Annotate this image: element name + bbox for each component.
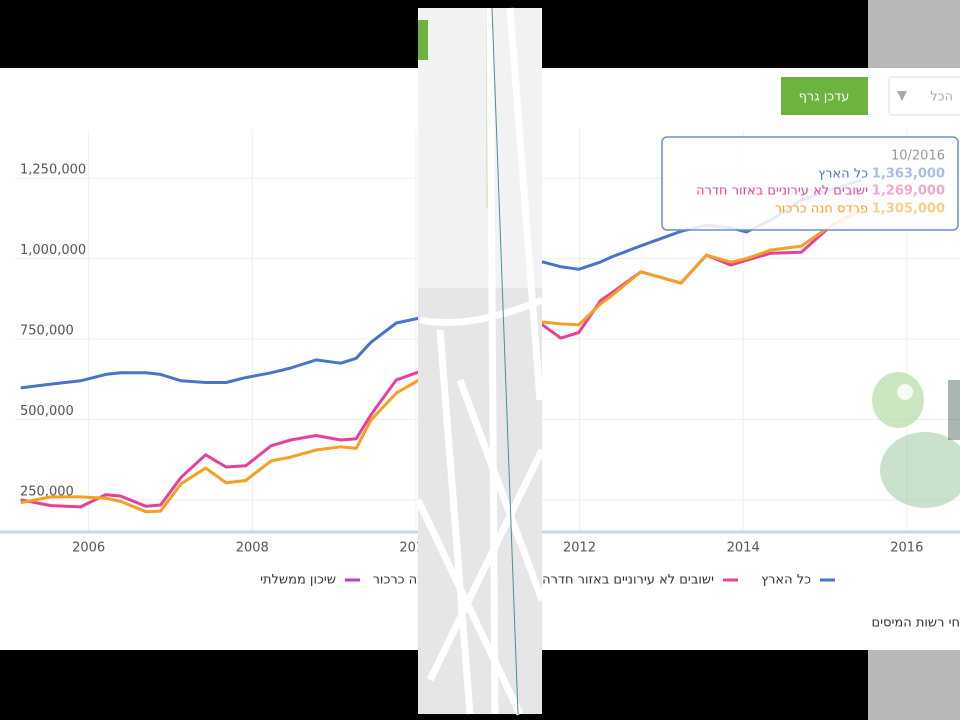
update-button[interactable]: עדכן גרף <box>781 77 868 115</box>
x-tick-label: 2012 <box>563 541 596 556</box>
map-road <box>436 329 474 715</box>
legend-label: ישובים לא עירוניים באזור חדרה <box>542 573 714 588</box>
x-tick-label: 2014 <box>727 541 760 556</box>
logo-shell <box>880 432 960 508</box>
series-line <box>20 209 862 509</box>
map-road <box>426 448 546 682</box>
map-road <box>486 7 499 715</box>
y-tick-label: 500,000 <box>20 404 74 419</box>
map-road <box>506 7 544 401</box>
map-tab <box>418 20 428 60</box>
map-road <box>456 378 546 602</box>
tooltip-label: כל הארץ <box>818 167 868 182</box>
logo-eye <box>897 384 913 400</box>
dropdown[interactable]: הכל ▼ <box>888 76 960 116</box>
y-tick-label: 750,000 <box>20 324 74 339</box>
tooltip-label: פרדס חנה כרכור <box>775 202 868 217</box>
button-bg[interactable] <box>781 77 868 115</box>
tooltip-value: 1,305,000 <box>872 202 945 217</box>
y-tick-label: 1,250,000 <box>20 163 86 178</box>
map-river <box>491 7 519 715</box>
y-tick-label: 1,000,000 <box>20 243 86 258</box>
dropdown-box[interactable] <box>888 76 960 116</box>
dropdown-label[interactable]: הכל <box>930 90 953 105</box>
logo-head <box>872 372 924 428</box>
x-tick-label: 2006 <box>72 541 105 556</box>
tooltip-value: 1,269,000 <box>872 184 945 199</box>
tooltip-value: 1,363,000 <box>872 167 945 182</box>
tooltip-date: 10/2016 <box>891 149 945 164</box>
x-tick-label: 2016 <box>890 541 923 556</box>
map-road <box>419 296 544 326</box>
tooltip-label: ישובים לא עירוניים באזור חדרה <box>696 184 868 199</box>
dropdown-arrow[interactable]: ▼ <box>897 89 907 104</box>
map-overlay <box>414 7 546 716</box>
button-label[interactable]: עדכן גרף <box>799 90 850 105</box>
logo-letter <box>948 380 960 440</box>
x-tick-label: 2008 <box>236 541 269 556</box>
footer-text: חי רשות המיסים <box>872 616 960 631</box>
series-line <box>20 209 862 514</box>
logo <box>872 372 960 508</box>
tooltip-box <box>661 136 959 231</box>
legend-label: שיכון ממשלתי <box>260 573 336 588</box>
legend-label: כל הארץ <box>761 573 811 588</box>
tooltip: 10/2016 1,363,000 כל הארץ 1,269,000 ישוב… <box>661 136 959 231</box>
